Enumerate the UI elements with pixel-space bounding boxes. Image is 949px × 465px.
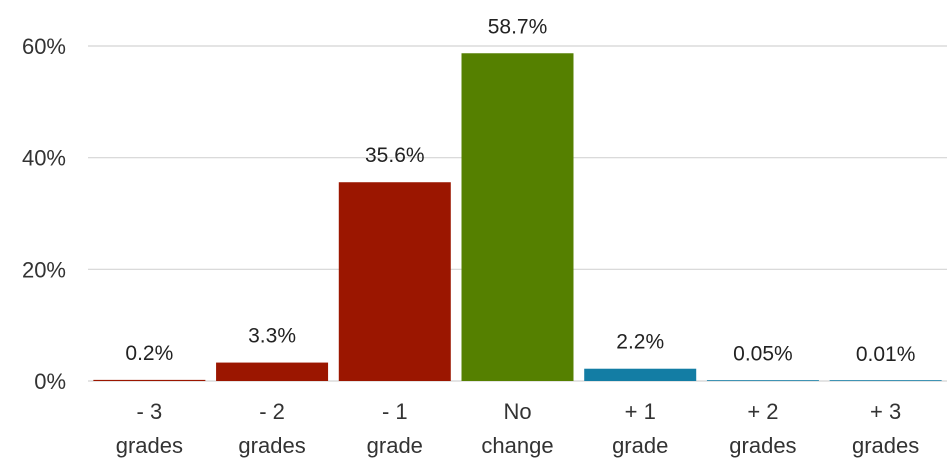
bar	[338, 182, 451, 381]
x-tick-label: grade	[612, 433, 668, 458]
bars	[93, 53, 942, 382]
x-tick-label: - 3	[137, 399, 163, 424]
bar	[93, 379, 206, 381]
bar	[706, 380, 819, 381]
x-tick-label: grade	[367, 433, 423, 458]
bar	[216, 362, 329, 381]
x-tick-label: + 1	[625, 399, 656, 424]
y-tick-label: 20%	[22, 257, 66, 282]
bar	[584, 368, 697, 381]
x-tick-label: grades	[238, 433, 305, 458]
x-tick-label: + 3	[870, 399, 901, 424]
x-tick-label: change	[481, 433, 553, 458]
x-tick-label: - 1	[382, 399, 408, 424]
data-label: 35.6%	[365, 144, 425, 167]
x-tick-label: No	[503, 399, 531, 424]
y-tick-label: 60%	[22, 34, 66, 59]
data-label: 0.2%	[125, 342, 173, 365]
data-label: 58.7%	[488, 15, 548, 38]
x-tick-label: grades	[729, 433, 796, 458]
data-label: 2.2%	[616, 331, 664, 354]
bar	[829, 380, 942, 381]
x-tick-label: grades	[852, 433, 919, 458]
x-tick-label: - 2	[259, 399, 285, 424]
x-tick-label: grades	[116, 433, 183, 458]
x-axis-category-labels: - 3 grades - 2 grades - 1 grade No change + 1 gra…	[116, 399, 920, 458]
y-tick-label: 40%	[22, 146, 66, 171]
y-axis-tick-labels: 0% 20% 40% 60%	[22, 34, 66, 394]
y-tick-label: 0%	[34, 369, 66, 394]
data-label: 0.01%	[856, 343, 916, 366]
bar	[461, 53, 574, 382]
data-label: 0.05%	[733, 343, 793, 366]
data-label: 3.3%	[248, 325, 296, 348]
data-labels: 0.2% 3.3% 35.6% 58.7% 2.2% 0.05% 0.01%	[125, 15, 915, 366]
x-tick-label: + 2	[747, 399, 778, 424]
